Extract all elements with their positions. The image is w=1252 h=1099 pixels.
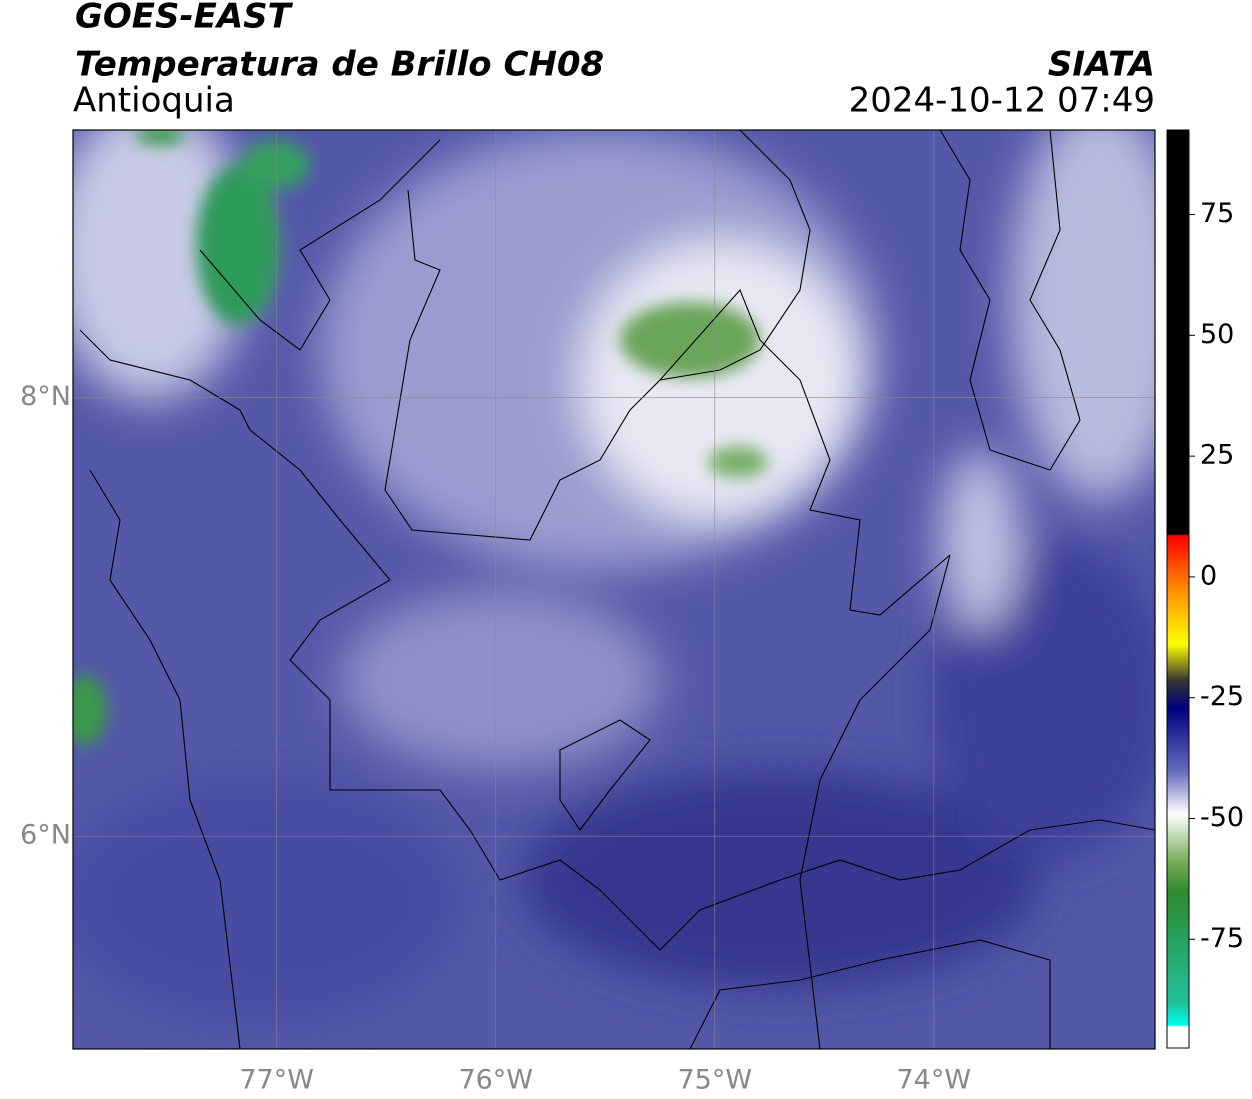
x-tick-label: 75°W bbox=[677, 1065, 752, 1096]
y-tick-label: 6°N bbox=[20, 820, 71, 851]
colorbar-tick-label: 0 bbox=[1200, 560, 1217, 591]
grid bbox=[73, 130, 1155, 1049]
map-frame bbox=[72, 129, 1156, 1050]
datetime: 2024-10-12 07:49 bbox=[849, 81, 1155, 121]
x-tick-label: 77°W bbox=[239, 1065, 314, 1096]
colorbar-tick-label: 25 bbox=[1200, 440, 1234, 471]
colorbar bbox=[1166, 129, 1190, 1049]
source: SIATA bbox=[1048, 45, 1155, 85]
colorbar-tick-label: -25 bbox=[1200, 681, 1244, 712]
colorbar-tick-label: 50 bbox=[1200, 319, 1234, 350]
subtitle: Temperatura de Brillo CH08 bbox=[75, 45, 604, 85]
map-image bbox=[73, 130, 1155, 1049]
x-tick-label: 74°W bbox=[897, 1065, 972, 1096]
colorbar-tick-label: 75 bbox=[1200, 198, 1234, 229]
colorbar-tick-label: -50 bbox=[1200, 802, 1244, 833]
borders bbox=[79, 130, 1155, 1049]
y-tick-label: 8°N bbox=[20, 381, 71, 412]
colorbar-tick-label: -75 bbox=[1200, 923, 1244, 954]
x-tick-label: 76°W bbox=[458, 1065, 533, 1096]
title: GOES-EAST bbox=[75, 0, 294, 37]
region: Antioquia bbox=[73, 81, 235, 121]
